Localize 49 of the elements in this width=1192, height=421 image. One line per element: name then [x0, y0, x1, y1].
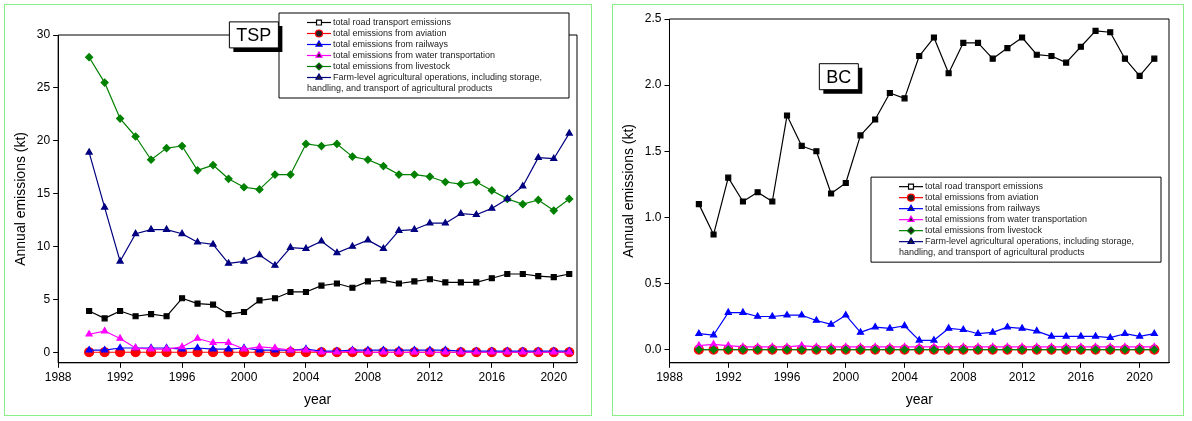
x-tick-label: 1996 — [168, 370, 196, 385]
x-tick-label: 1996 — [773, 370, 801, 385]
y-tick-label: 25 — [36, 80, 51, 95]
x-tick-label: 2000 — [230, 370, 258, 385]
x-tick-label: 2016 — [478, 370, 506, 385]
legend-label: total emissions from aviation — [333, 27, 447, 38]
x-tick-label: 2016 — [1067, 370, 1095, 385]
legend-label: total road transport emissions — [925, 181, 1044, 192]
x-tick-label: 2000 — [832, 370, 860, 385]
y-tick-label: 2.0 — [644, 77, 662, 92]
legend-label: Farm-level agricultural operations, including storage, handling, and transport of agricultural products — [307, 71, 543, 93]
legend-label: total emissions from livestock — [925, 225, 1043, 236]
text: BC — [826, 66, 852, 87]
x-tick-label: 2012 — [1008, 370, 1036, 385]
y-tick-label: 0.5 — [644, 275, 662, 290]
x-tick-label: 1992 — [106, 370, 134, 385]
y-tick-label: 15 — [36, 185, 51, 200]
x-tick-label: 1988 — [656, 370, 684, 385]
x-tick-label: 2008 — [354, 370, 382, 385]
legend-label: Farm-level agricultural operations, including storage, handling, and transport of agricultural products — [899, 236, 1135, 258]
x-tick-label: 2020 — [540, 370, 568, 385]
y-tick-label: 1.5 — [644, 143, 662, 158]
legend-label: total emissions from aviation — [925, 192, 1039, 203]
y-tick-label: 5 — [43, 291, 51, 306]
x-tick-label: 1988 — [44, 370, 72, 385]
y-tick-label: 0 — [43, 344, 51, 359]
y-tick-label: 10 — [36, 238, 51, 253]
y-tick-label: 20 — [36, 133, 51, 148]
y-axis-title: Annual emissions (kt) — [12, 131, 29, 266]
chart-title: TSP — [236, 24, 272, 45]
y-tick-label: 30 — [36, 27, 51, 42]
x-tick-label: 2008 — [949, 370, 977, 385]
y-axis-title: Annual emissions (kt) — [620, 123, 637, 258]
legend-label: total emissions from railways — [333, 38, 449, 49]
x-tick-label: 2020 — [1126, 370, 1154, 385]
legend-label: total emissions from railways — [925, 203, 1041, 214]
y-tick-label: 1.0 — [644, 209, 662, 224]
x-tick-label: 2004 — [891, 370, 919, 385]
legend-label: total emissions from water transportation — [333, 49, 496, 60]
x-axis-title: year — [905, 391, 934, 408]
y-tick-label: 2.5 — [644, 11, 662, 26]
legend-label: total emissions from water transportation — [925, 214, 1088, 225]
x-tick-label: 2012 — [416, 370, 444, 385]
x-tick-label: 1992 — [714, 370, 742, 385]
x-tick-label: 2004 — [292, 370, 320, 385]
legend-label: total road transport emissions — [333, 16, 452, 27]
x-axis-title: year — [303, 391, 332, 408]
y-tick-label: 0.0 — [644, 341, 662, 356]
legend-label: total emissions from livestock — [333, 60, 451, 71]
